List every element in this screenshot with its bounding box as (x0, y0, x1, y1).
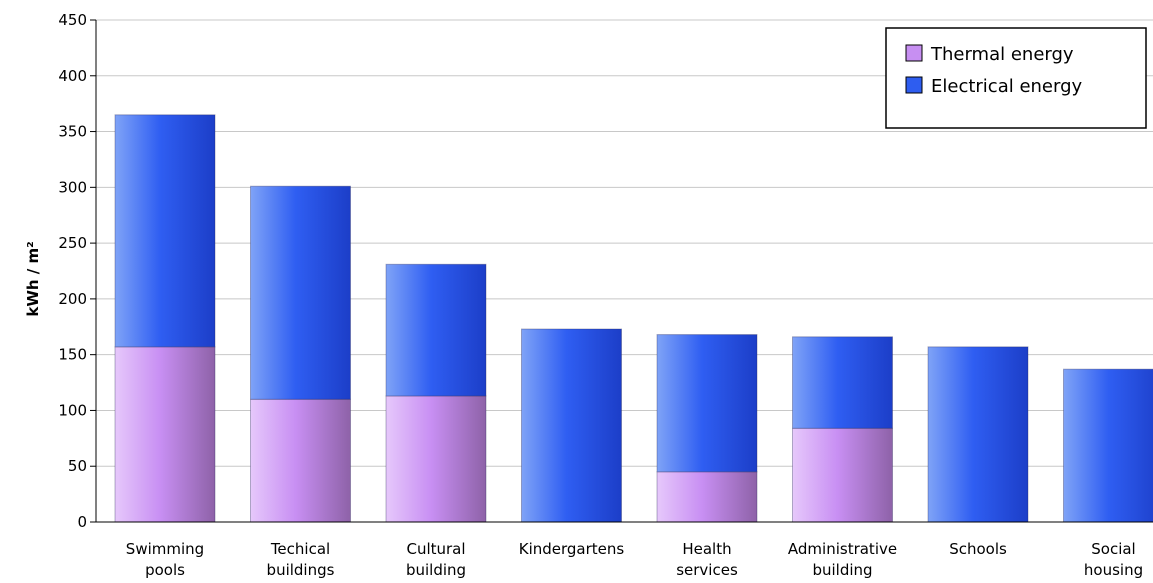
bar-electrical-4 (656, 334, 758, 473)
y-tick-label: 400 (58, 67, 87, 85)
bar-thermal-2 (385, 395, 487, 523)
x-category-label: housing (1084, 561, 1143, 579)
legend-box (885, 27, 1147, 129)
axes (90, 19, 1153, 523)
x-category-label: Social (1091, 540, 1135, 558)
legend: Thermal energy Electrical energy (885, 27, 1147, 129)
x-category-label: building (406, 561, 466, 579)
x-category-label: Kindergartens (519, 540, 625, 558)
x-category-label: building (812, 561, 872, 579)
legend-label-thermal: Thermal energy (930, 44, 1074, 65)
x-category-label: Cultural (406, 540, 465, 558)
bar-thermal-5 (792, 427, 893, 523)
bar-electrical-3 (521, 328, 622, 523)
y-tick-label: 100 (58, 401, 87, 419)
y-axis-title: kWh / m² (24, 241, 42, 316)
x-category-label: Administrative (788, 540, 897, 558)
x-category-label: pools (145, 561, 185, 579)
legend-swatch-electrical (905, 76, 923, 94)
bar-electrical-2 (385, 263, 487, 397)
x-category-label: Swimming (126, 540, 204, 558)
y-tick-label: 350 (58, 123, 87, 141)
legend-swatch-thermal (905, 44, 923, 62)
bar-electrical-6 (927, 346, 1029, 523)
y-tick-labels: 0 50 100 150 200 250 300 350 400 450 (58, 11, 87, 531)
x-category-label: buildings (267, 561, 335, 579)
y-tick-label: 200 (58, 290, 87, 308)
y-tick-label: 150 (58, 346, 87, 364)
x-category-label: services (676, 561, 738, 579)
y-tick-label: 300 (58, 178, 87, 196)
x-category-label: Schools (949, 540, 1007, 558)
bar-thermal-1 (250, 398, 351, 523)
bar-electrical-5 (792, 336, 893, 429)
bars (114, 114, 1153, 523)
bar-thermal-4 (656, 471, 758, 523)
y-tick-label: 250 (58, 234, 87, 252)
y-tick-label: 450 (58, 11, 87, 29)
y-tick-label: 50 (68, 457, 87, 475)
bar-electrical-7 (1063, 368, 1153, 523)
x-category-labels: Swimming pools Techical buildings Cultural bu… (126, 540, 1143, 579)
x-category-label: Health (682, 540, 731, 558)
bar-electrical-1 (250, 185, 351, 400)
bar-thermal-0 (114, 346, 216, 523)
bar-electrical-0 (114, 114, 216, 348)
y-tick-label: 0 (77, 513, 87, 531)
x-category-label: Techical (270, 540, 330, 558)
legend-label-electrical: Electrical energy (931, 76, 1083, 97)
